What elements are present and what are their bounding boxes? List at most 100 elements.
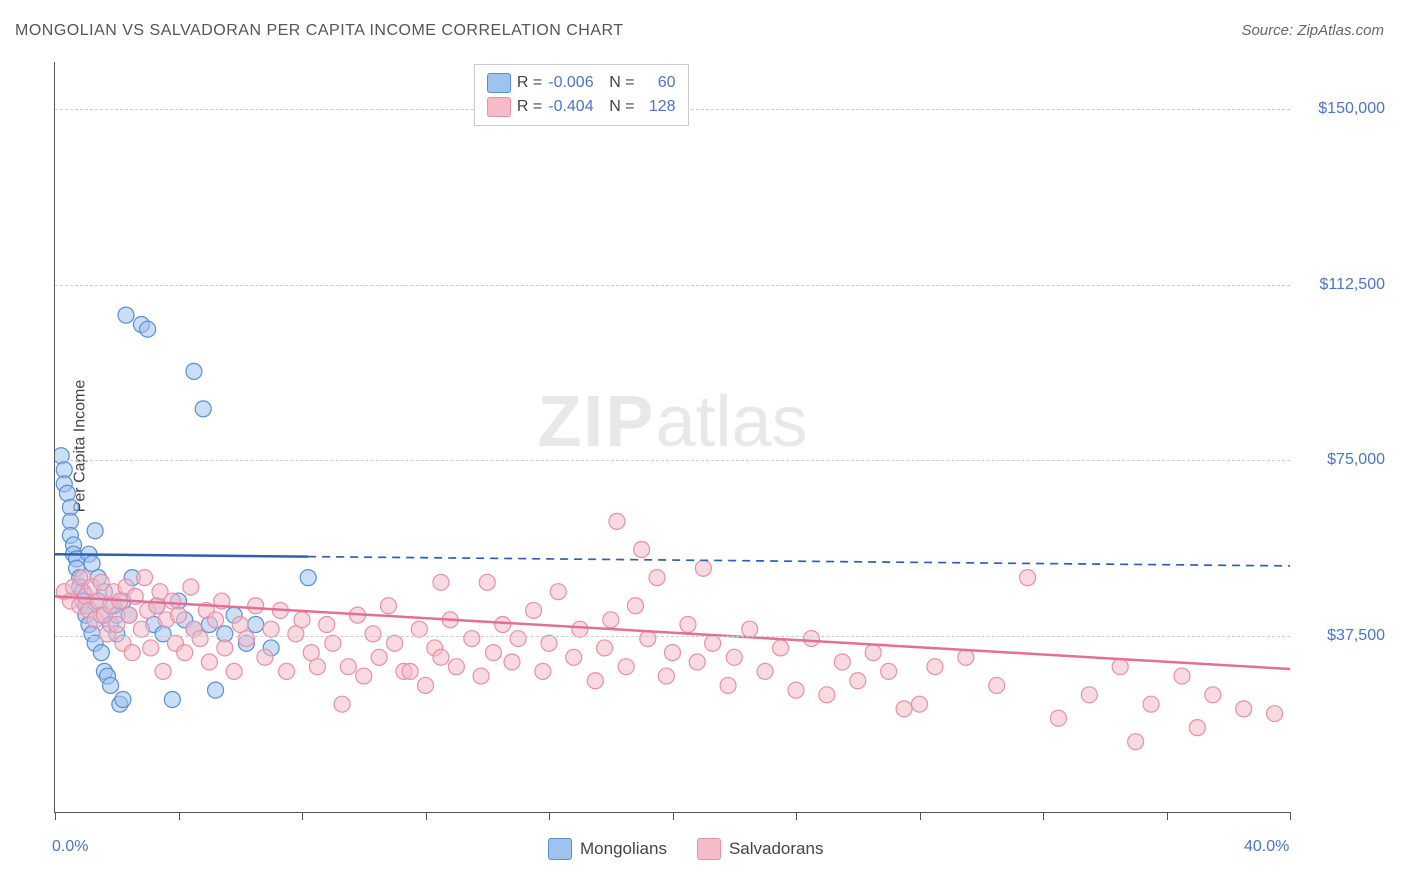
data-point — [479, 574, 495, 590]
data-point — [433, 649, 449, 665]
data-point — [572, 621, 588, 637]
data-point — [195, 401, 211, 417]
data-point — [504, 654, 520, 670]
x-axis-max-label: 40.0% — [1244, 838, 1289, 856]
data-point — [1081, 687, 1097, 703]
x-tick — [179, 812, 180, 820]
data-point — [485, 645, 501, 661]
data-point — [618, 659, 634, 675]
data-point — [788, 682, 804, 698]
data-point — [248, 617, 264, 633]
data-point — [155, 663, 171, 679]
data-point — [1143, 696, 1159, 712]
data-point — [865, 645, 881, 661]
data-point — [387, 635, 403, 651]
data-point — [658, 668, 674, 684]
data-point — [1020, 570, 1036, 586]
data-point — [418, 677, 434, 693]
data-point — [526, 602, 542, 618]
legend-swatch — [697, 838, 721, 860]
data-point — [263, 621, 279, 637]
data-point — [149, 598, 165, 614]
n-value: 60 — [641, 74, 676, 92]
data-point — [186, 363, 202, 379]
data-point — [93, 645, 109, 661]
scatter-svg — [55, 62, 1290, 812]
data-point — [365, 626, 381, 642]
gridline — [55, 285, 1290, 286]
data-point — [705, 635, 721, 651]
data-point — [356, 668, 372, 684]
data-point — [238, 631, 254, 647]
data-point — [201, 654, 217, 670]
data-point — [1189, 720, 1205, 736]
data-point — [309, 659, 325, 675]
data-point — [720, 677, 736, 693]
data-point — [640, 631, 656, 647]
data-point — [371, 649, 387, 665]
data-point — [319, 617, 335, 633]
x-tick — [426, 812, 427, 820]
data-point — [121, 607, 137, 623]
data-point — [294, 612, 310, 628]
r-label: R = — [517, 98, 542, 116]
x-tick — [673, 812, 674, 820]
x-tick — [920, 812, 921, 820]
x-axis-min-label: 0.0% — [52, 838, 88, 856]
gridline — [55, 636, 1290, 637]
data-point — [103, 677, 119, 693]
data-point — [171, 607, 187, 623]
data-point — [695, 560, 711, 576]
data-point — [726, 649, 742, 665]
series-legend: MongoliansSalvadorans — [548, 838, 823, 860]
data-point — [665, 645, 681, 661]
data-point — [208, 612, 224, 628]
gridline — [55, 460, 1290, 461]
n-label: N = — [609, 74, 634, 92]
data-point — [1267, 706, 1283, 722]
data-point — [634, 542, 650, 558]
data-point — [279, 663, 295, 679]
y-tick-label: $75,000 — [1300, 451, 1385, 469]
chart-title: MONGOLIAN VS SALVADORAN PER CAPITA INCOM… — [15, 22, 624, 40]
data-point — [340, 659, 356, 675]
data-point — [473, 668, 489, 684]
data-point — [143, 640, 159, 656]
data-point — [177, 645, 193, 661]
data-point — [1112, 659, 1128, 675]
data-point — [133, 621, 149, 637]
data-point — [541, 635, 557, 651]
data-point — [217, 640, 233, 656]
data-point — [850, 673, 866, 689]
data-point — [300, 570, 316, 586]
legend-label: Mongolians — [580, 839, 667, 859]
data-point — [757, 663, 773, 679]
data-point — [495, 617, 511, 633]
data-point — [587, 673, 603, 689]
data-point — [118, 307, 134, 323]
r-label: R = — [517, 74, 542, 92]
data-point — [183, 579, 199, 595]
data-point — [1174, 668, 1190, 684]
y-tick-label: $37,500 — [1300, 627, 1385, 645]
x-tick — [549, 812, 550, 820]
data-point — [411, 621, 427, 637]
data-point — [603, 612, 619, 628]
legend-swatch — [548, 838, 572, 860]
data-point — [226, 663, 242, 679]
data-point — [535, 663, 551, 679]
data-point — [59, 485, 75, 501]
y-tick-label: $150,000 — [1300, 100, 1385, 118]
data-point — [881, 663, 897, 679]
data-point — [1128, 734, 1144, 750]
data-point — [896, 701, 912, 717]
data-point — [649, 570, 665, 586]
x-tick — [1167, 812, 1168, 820]
data-point — [927, 659, 943, 675]
n-label: N = — [609, 98, 634, 116]
n-value: 128 — [641, 98, 676, 116]
data-point — [1205, 687, 1221, 703]
legend-swatch — [487, 97, 511, 117]
r-value: -0.404 — [548, 98, 603, 116]
legend-item: Mongolians — [548, 838, 667, 860]
